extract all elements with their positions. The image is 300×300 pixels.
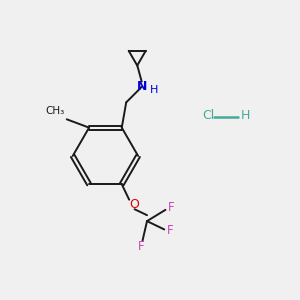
Text: Cl: Cl xyxy=(202,109,214,122)
Text: O: O xyxy=(130,198,140,211)
Text: F: F xyxy=(167,224,173,237)
Text: CH₃: CH₃ xyxy=(45,106,64,116)
Text: H: H xyxy=(240,109,250,122)
Text: F: F xyxy=(138,241,144,254)
Text: H: H xyxy=(150,85,158,95)
Text: F: F xyxy=(168,201,175,214)
Text: N: N xyxy=(136,80,147,93)
